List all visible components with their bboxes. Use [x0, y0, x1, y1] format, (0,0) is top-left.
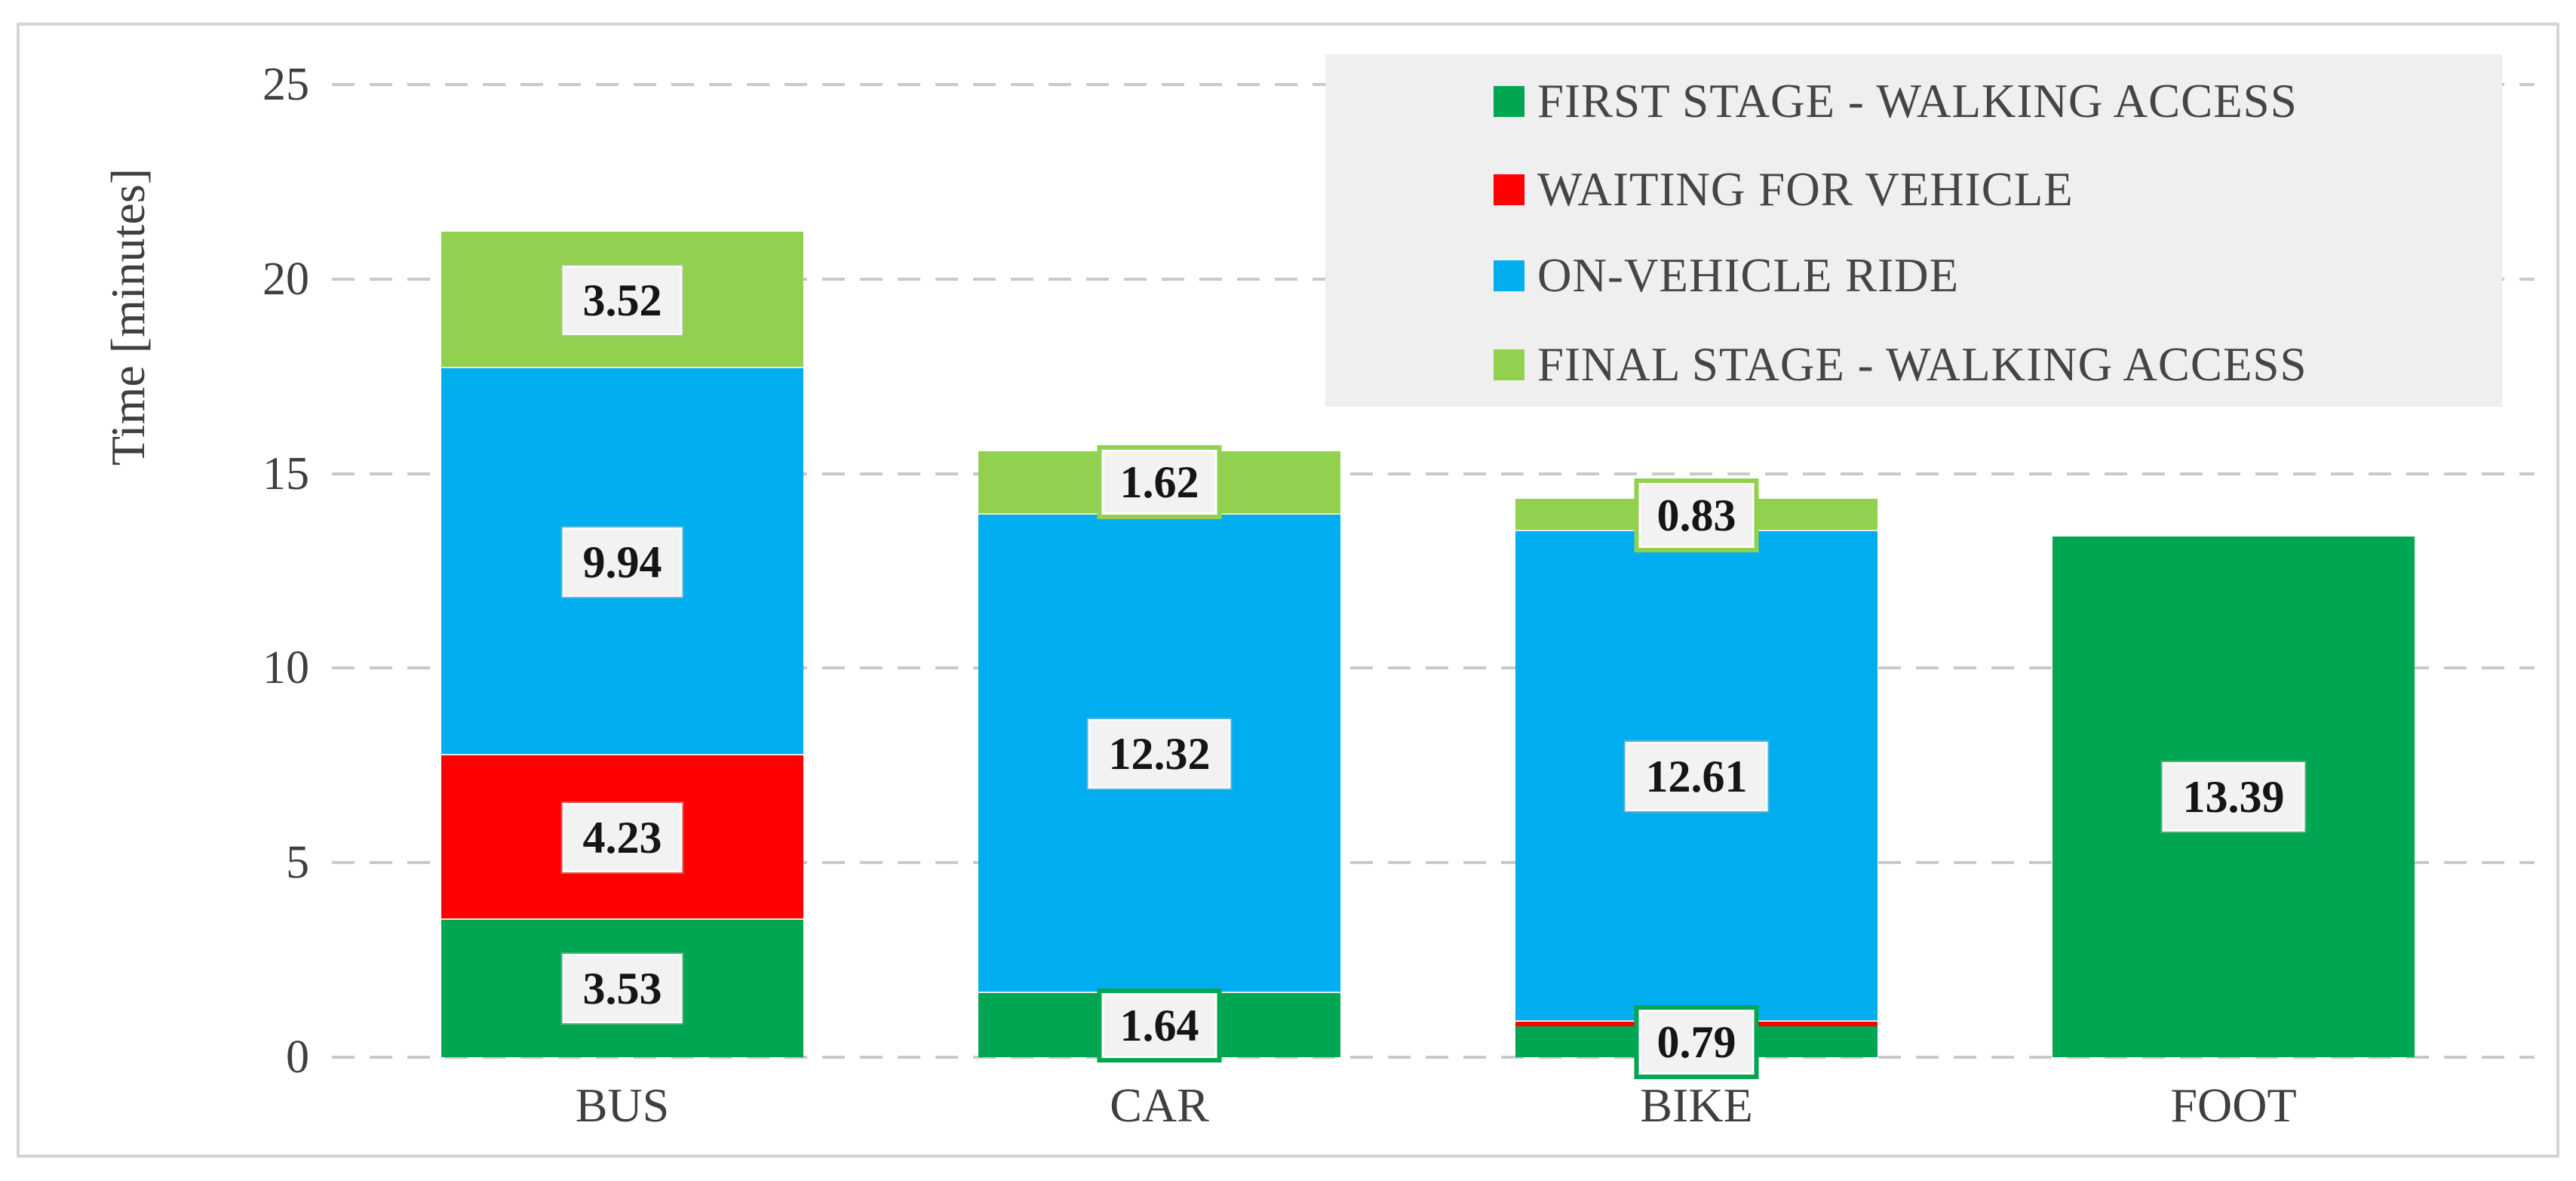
gridline-y-15	[332, 472, 2535, 475]
legend-item-label: FIRST STAGE - WALKING ACCESS	[1537, 75, 2298, 128]
legend-item-label: ON-VEHICLE RIDE	[1537, 249, 1960, 302]
y-tick-label: 20	[263, 253, 309, 305]
data-label-car-1-62: 1.62	[1097, 445, 1222, 520]
data-label-car-12-32: 12.32	[1088, 718, 1231, 789]
x-category-label-foot: FOOT	[2170, 1078, 2297, 1132]
gridline-y-10	[332, 666, 2535, 670]
legend-item: FINAL STAGE - WALKING ACCESS	[1494, 340, 2307, 389]
legend-item: ON-VEHICLE RIDE	[1494, 251, 1959, 300]
legend-swatch-icon	[1494, 349, 1524, 380]
legend-swatch-icon	[1494, 174, 1524, 205]
legend: FIRST STAGE - WALKING ACCESS WAITING FOR …	[1325, 54, 2502, 407]
legend-swatch-icon	[1494, 85, 1524, 117]
y-tick-label: 15	[263, 447, 309, 500]
y-tick-label: 10	[263, 642, 309, 694]
legend-item-label: FINAL STAGE - WALKING ACCESS	[1537, 338, 2307, 391]
y-tick-label: 25	[263, 59, 309, 110]
data-label-bus-9-94: 9.94	[562, 527, 683, 597]
data-label-car-1-64: 1.64	[1097, 988, 1222, 1063]
y-tick-label: 0	[286, 1032, 309, 1083]
y-axis-title: Time [minutes]	[101, 168, 155, 466]
gridline-y-5	[332, 861, 2535, 865]
x-category-label-car: CAR	[1110, 1078, 1209, 1132]
legend-item: FIRST STAGE - WALKING ACCESS	[1494, 76, 2298, 126]
data-label-bus-3-52: 3.52	[562, 265, 683, 335]
data-label-bus-3-53: 3.53	[562, 953, 683, 1023]
legend-swatch-icon	[1494, 260, 1524, 291]
data-label-bike-0-83: 0.83	[1634, 478, 1759, 552]
data-label-bike-0-79: 0.79	[1634, 1004, 1759, 1079]
x-category-label-bike: BIKE	[1640, 1078, 1753, 1132]
legend-item-label: WAITING FOR VEHICLE	[1537, 163, 2074, 216]
gridline-y-0	[332, 1056, 2535, 1059]
y-tick-label: 5	[286, 837, 309, 889]
legend-item: WAITING FOR VEHICLE	[1494, 165, 2074, 214]
x-category-label-bus: BUS	[575, 1078, 670, 1132]
data-label-foot-13-39: 13.39	[2162, 761, 2305, 832]
data-label-bike-12-61: 12.61	[1625, 741, 1768, 811]
data-label-bus-4-23: 4.23	[562, 802, 683, 872]
